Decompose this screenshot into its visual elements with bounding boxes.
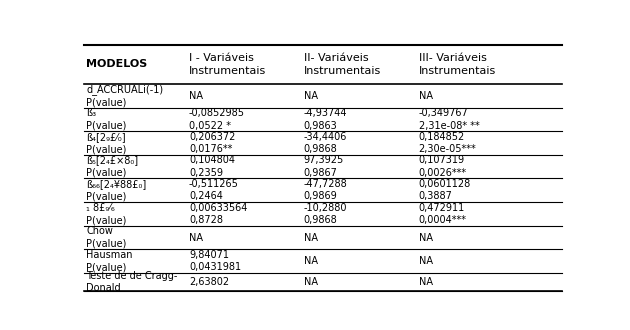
Text: 0,00633564
0,8728: 0,00633564 0,8728 [189,203,248,225]
Text: -34,4406
0,9868: -34,4406 0,9868 [304,132,347,154]
Text: MODELOS: MODELOS [86,59,147,69]
Text: ß₄[2₉£⁄₀]
P(value): ß₄[2₉£⁄₀] P(value) [86,132,127,154]
Text: -4,93744
0,9863: -4,93744 0,9863 [304,108,347,131]
Text: 2,63802: 2,63802 [189,277,229,287]
Text: -47,7288
0,9869: -47,7288 0,9869 [304,179,348,202]
Text: NA: NA [304,256,318,266]
Text: ₁ 8£₉⁄₆
P(value): ₁ 8£₉⁄₆ P(value) [86,203,127,225]
Text: NA: NA [304,91,318,101]
Text: NA: NA [304,233,318,243]
Text: -0,0852985
0,0522 *: -0,0852985 0,0522 * [189,108,245,131]
Text: III- Variáveis
Instrumentais: III- Variáveis Instrumentais [418,53,496,76]
Text: ß₆₆[2₄¥88£₀]
P(value): ß₆₆[2₄¥88£₀] P(value) [86,179,146,202]
Text: 9,84071
0,0431981: 9,84071 0,0431981 [189,250,241,272]
Text: Hausman
P(value): Hausman P(value) [86,250,132,272]
Text: NA: NA [304,277,318,287]
Text: II- Variáveis
Instrumentais: II- Variáveis Instrumentais [304,53,381,76]
Text: d_ACCRUALi(-1)
P(value): d_ACCRUALi(-1) P(value) [86,84,163,108]
Text: 0,206372
0,0176**: 0,206372 0,0176** [189,132,236,154]
Text: NA: NA [418,277,433,287]
Text: NA: NA [189,91,203,101]
Text: ß₅[2₄£×8₀]
P(value): ß₅[2₄£×8₀] P(value) [86,155,138,178]
Text: 0,0601128
0,3887: 0,0601128 0,3887 [418,179,471,202]
Text: 97,3925
0,9867: 97,3925 0,9867 [304,155,344,178]
Text: -10,2880
0,9868: -10,2880 0,9868 [304,203,347,225]
Text: NA: NA [189,233,203,243]
Text: -0,511265
0,2464: -0,511265 0,2464 [189,179,239,202]
Text: ß₃
P(value): ß₃ P(value) [86,108,127,131]
Text: 0,472911
0,0004***: 0,472911 0,0004*** [418,203,467,225]
Text: Teste de de Cragg-
Donald: Teste de de Cragg- Donald [86,271,178,293]
Text: -0,349767
2,31e-08* **: -0,349767 2,31e-08* ** [418,108,479,131]
Text: 0,107319
0,0026***: 0,107319 0,0026*** [418,155,467,178]
Text: NA: NA [418,256,433,266]
Text: I - Variáveis
Instrumentais: I - Variáveis Instrumentais [189,53,266,76]
Text: NA: NA [418,91,433,101]
Text: 0,104804
0,2359: 0,104804 0,2359 [189,155,235,178]
Text: 0,184852
2,30e-05***: 0,184852 2,30e-05*** [418,132,476,154]
Text: Chow
P(value): Chow P(value) [86,226,127,249]
Text: NA: NA [418,233,433,243]
